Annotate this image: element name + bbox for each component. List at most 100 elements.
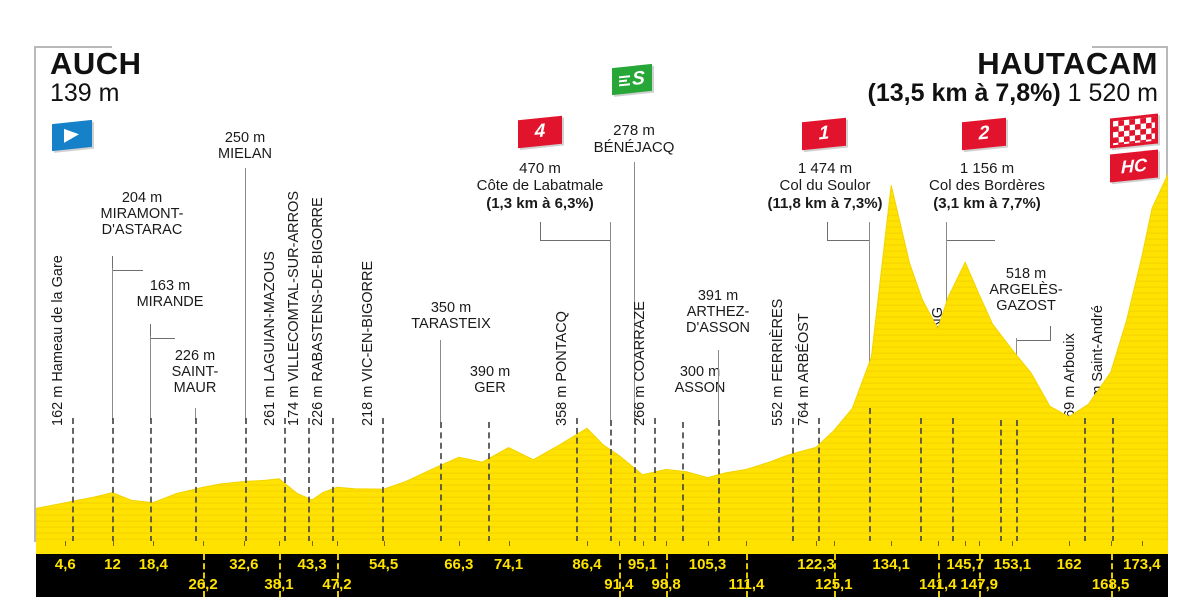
- play-triangle-icon: [64, 127, 79, 143]
- dash-hameau: [72, 418, 74, 542]
- town-label-mirande: 163 m MIRANDE: [108, 278, 232, 310]
- dash-villecomtal: [308, 418, 310, 542]
- climb-name-soulor: Col du Soulor: [779, 177, 871, 195]
- dash-arbeost: [818, 418, 820, 542]
- km-label-top-5: 54,5: [368, 556, 399, 573]
- km-tick-km-label-top-14: [1012, 541, 1014, 546]
- km-label-top-8: 86,4: [572, 556, 602, 573]
- speed-lines-icon: [619, 74, 631, 86]
- km-separator-8: [979, 554, 982, 597]
- dash-mirande: [150, 418, 152, 542]
- dash-laguian: [284, 418, 286, 542]
- km-separator-0: [203, 554, 206, 597]
- town-leader-saint-maur: [195, 408, 196, 420]
- dash-benejacq: [634, 418, 636, 542]
- elevation-profile-area: [36, 150, 1168, 542]
- climb-flag-box-soulor: 1: [802, 117, 846, 151]
- sprint-label: 278 m BÉNÉJACQ: [574, 122, 694, 157]
- town-leader-arthez: [718, 350, 719, 420]
- km-tick-km-label-bottom-7: [937, 541, 939, 546]
- km-label-top-7: 74,1: [493, 556, 524, 573]
- km-tick-km-label-top-2: [153, 541, 155, 546]
- town-name-saint-maur: SAINT- MAUR: [171, 364, 219, 397]
- km-label-top-2: 18,4: [138, 556, 168, 573]
- town-name-ger: GER: [474, 380, 506, 397]
- dash-saintmaur: [195, 418, 197, 542]
- finish-gradient: (13,5 km à 7,8%): [867, 79, 1061, 107]
- checkered-flag-icon: [1110, 113, 1158, 149]
- town-altitude-argeles: 518 m: [1005, 266, 1047, 282]
- km-label-top-3: 32,6: [229, 556, 259, 573]
- town-label-ger: 390 m GER: [440, 364, 540, 396]
- km-tick-km-label-bottom-4: [666, 541, 668, 546]
- top-right-rail: [1092, 46, 1168, 48]
- dash-labatmale: [610, 420, 612, 542]
- dash-tarasteix: [440, 422, 442, 542]
- town-name-mirande: MIRANDE: [136, 294, 204, 311]
- climb-altitude-soulor: 1 474 m: [797, 160, 853, 177]
- km-tick-km-label-bottom-0: [203, 541, 205, 546]
- town-name-miramont: MIRAMONT- D'ASTARAC: [100, 206, 184, 239]
- climb-leader-labatmale: [610, 222, 611, 420]
- km-label-top-4: 43,3: [297, 556, 327, 573]
- km-label-top-1: 12: [104, 556, 121, 573]
- town-label-asson: 300 m ASSON: [650, 364, 750, 396]
- dash-vic: [382, 418, 384, 542]
- dash-bun: [1000, 420, 1002, 542]
- km-tick-km-label-top-8: [587, 541, 588, 546]
- km-tick-km-label-top-1: [112, 541, 114, 546]
- town-altitude-ger: 390 m: [469, 364, 511, 380]
- km-label-top-14: 153,1: [993, 556, 1032, 573]
- km-label-top-10: 105,3: [688, 556, 727, 573]
- town-bracket-mirande: [150, 324, 175, 339]
- start-flag-icon: [52, 119, 92, 152]
- town-label-tarasteix: 350 m TARASTEIX: [396, 300, 506, 332]
- climb-label-borderes: 1 156 m Col des Bordères (3,1 km à 7,7%): [902, 160, 1072, 212]
- km-separator-1: [279, 554, 281, 597]
- town-altitude-saint-maur: 226 m: [174, 348, 216, 364]
- dash-pontacq: [576, 418, 578, 542]
- town-altitude-mirande: 163 m: [149, 278, 191, 294]
- finish-summary: (13,5 km à 7,8%) 1 520 m: [868, 79, 1158, 107]
- town-name-asson: ASSON: [674, 380, 726, 397]
- km-tick-km-label-bottom-8: [979, 541, 981, 546]
- category-4-number: 4: [534, 120, 546, 143]
- category-4-flag-icon: 4: [518, 115, 562, 149]
- km-tick-km-label-top-11: [816, 541, 817, 546]
- category-2-number: 2: [978, 122, 990, 145]
- km-label-top-16: 173,4: [1123, 556, 1161, 573]
- km-label-top-0: 4,6: [54, 556, 76, 573]
- climb-gradient-soulor: (11,8 km à 7,3%): [767, 194, 883, 212]
- km-tick-km-label-bottom-3: [618, 541, 620, 546]
- dash-miramont: [112, 418, 114, 542]
- km-tick-km-label-bottom-1: [279, 541, 280, 546]
- km-tick-km-label-top-4: [312, 541, 314, 546]
- town-altitude-miramont: 204 m: [121, 190, 163, 206]
- climb-gradient-labatmale: (1,3 km à 6,3%): [486, 194, 594, 212]
- town-label-arthez: 391 m ARTHEZ- D'ASSON: [660, 288, 776, 337]
- elevation-profile-chart: [36, 173, 1168, 542]
- town-bracket-argeles: [1016, 326, 1051, 341]
- km-tick-km-label-top-6: [458, 541, 460, 546]
- km-distance-bar: 4,6 12 18,4 32,6 43,3 54,5 66,3 74,1 86,4 95,1 105…: [36, 554, 1168, 597]
- dash-asson: [682, 422, 684, 542]
- town-name-argeles: ARGELÈS- GAZOST: [989, 282, 1063, 315]
- top-left-rail: [34, 46, 112, 48]
- category-2-flag-icon: 2: [962, 117, 1006, 151]
- dash-arrens: [920, 418, 922, 542]
- dash-arbouix: [1084, 418, 1086, 542]
- climb-label-labatmale: 470 m Côte de Labatmale (1,3 km à 6,3%): [452, 160, 628, 212]
- sprint-flag-box: S: [612, 63, 652, 96]
- town-altitude-mielan: 250 m: [224, 130, 266, 146]
- km-tick-km-label-bottom-5: [746, 541, 748, 546]
- start-altitude: 139 m: [50, 79, 120, 107]
- dash-soulor: [869, 408, 871, 542]
- town-leader-tarasteix: [440, 340, 441, 422]
- town-name-arthez: ARTHEZ- D'ASSON: [685, 304, 750, 337]
- town-name-tarasteix: TARASTEIX: [411, 316, 491, 333]
- town-leader-mirande: [150, 336, 151, 420]
- climb-flag-box-borderes: 2: [962, 117, 1006, 151]
- km-separator-9: [1110, 554, 1113, 597]
- climb-gradient-borderes: (3,1 km à 7,7%): [933, 194, 1041, 212]
- km-separator-6: [833, 554, 836, 597]
